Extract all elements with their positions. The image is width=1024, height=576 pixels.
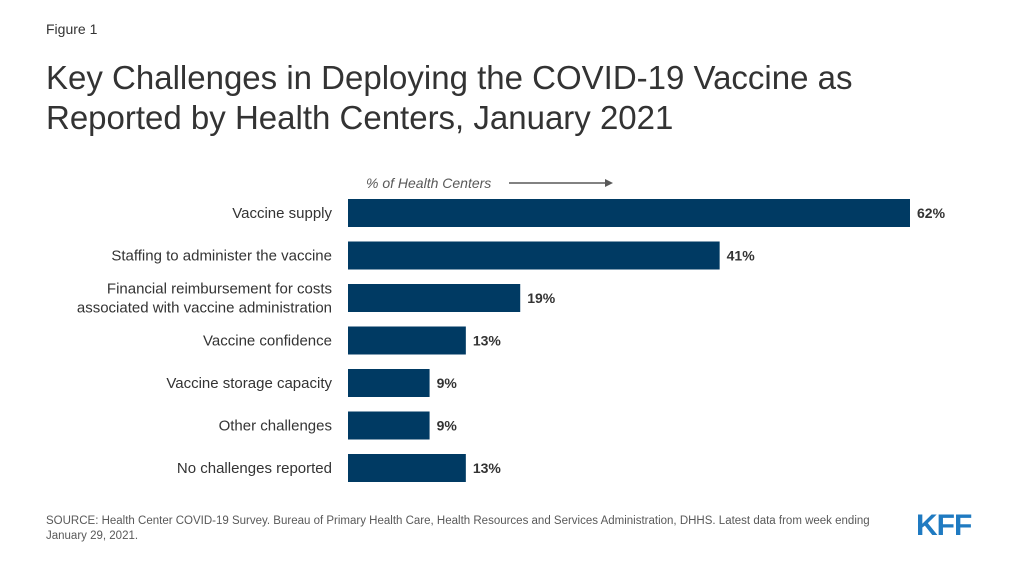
category-label-6: No challenges reported	[177, 460, 332, 477]
category-label-line: Staffing to administer the vaccine	[111, 248, 332, 265]
category-label-4: Vaccine storage capacity	[166, 375, 332, 392]
figure-label: Figure 1	[46, 21, 98, 37]
bar-chart: 62% Vaccine supply 41% Staffing to administ…	[77, 199, 946, 482]
kff-logo: KFF	[916, 511, 986, 541]
category-label-line: Other challenges	[219, 418, 332, 435]
category-label-line: Vaccine storage capacity	[166, 375, 332, 392]
value-label-0: 62%	[917, 205, 946, 221]
bar-4	[348, 369, 430, 397]
category-label-3: Vaccine confidence	[203, 333, 332, 350]
value-label-4: 9%	[437, 375, 458, 391]
bar-6	[348, 454, 466, 482]
value-label-3: 13%	[473, 333, 502, 349]
axis-note: % of Health Centers	[366, 175, 614, 191]
chart-title: Key Challenges in Deploying the COVID-19…	[46, 59, 853, 136]
bar-1	[348, 241, 720, 270]
category-label-line: Vaccine confidence	[203, 333, 332, 350]
category-label-5: Other challenges	[219, 418, 332, 435]
category-label-1: Staffing to administer the vaccine	[111, 248, 332, 265]
bar-2	[348, 284, 521, 312]
category-label-2: Financial reimbursement for costs associa…	[77, 281, 332, 317]
value-label-1: 41%	[727, 248, 756, 264]
category-label-line: Vaccine supply	[232, 205, 332, 222]
value-label-2: 19%	[527, 290, 556, 306]
value-label-5: 9%	[437, 418, 458, 434]
category-label-line: Financial reimbursement for costs	[107, 281, 332, 298]
axis-note-text: % of Health Centers	[366, 175, 492, 191]
bar-3	[348, 326, 466, 355]
category-label-0: Vaccine supply	[232, 205, 332, 222]
source-note: SOURCE: Health Center COVID-19 Survey. B…	[46, 515, 870, 542]
bar-5	[348, 411, 430, 440]
bar-0	[348, 199, 910, 227]
logo-text: KFF	[916, 509, 972, 542]
value-label-6: 13%	[473, 460, 502, 476]
category-label-line: associated with vaccine administration	[77, 300, 332, 317]
category-label-line: No challenges reported	[177, 460, 332, 477]
arrow-right-icon	[509, 179, 614, 187]
